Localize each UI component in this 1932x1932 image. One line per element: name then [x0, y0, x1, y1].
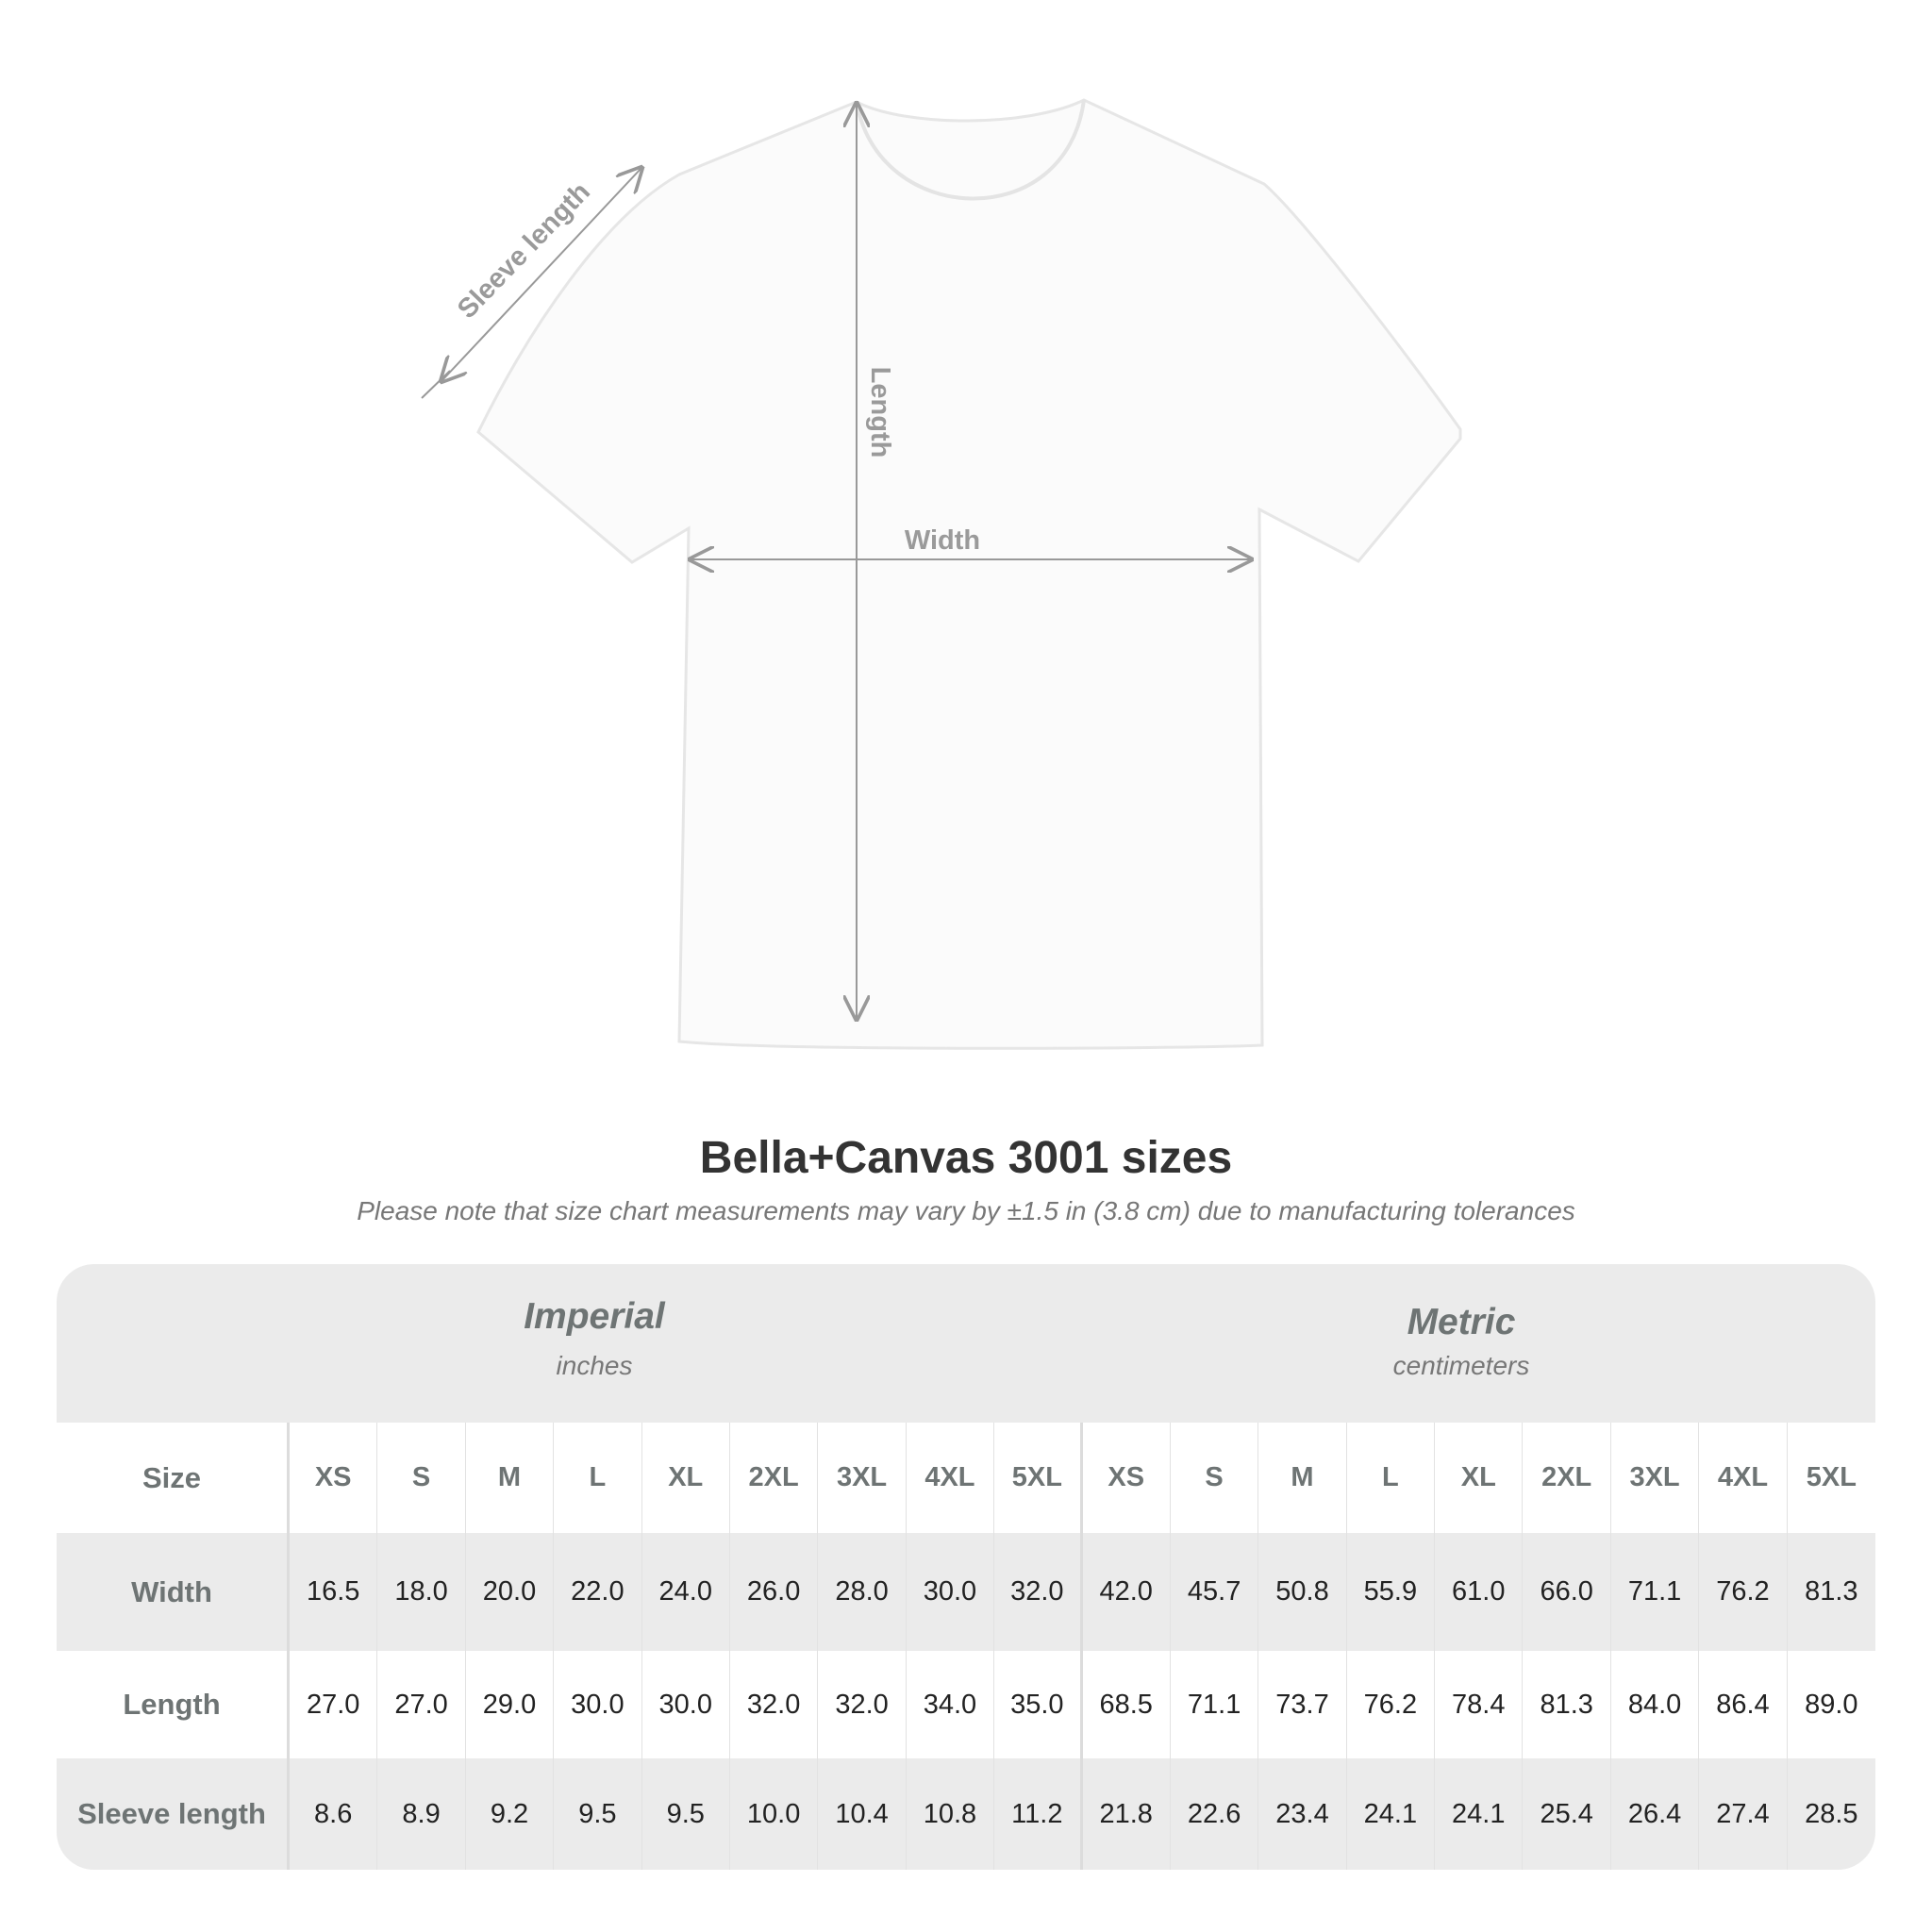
value-cell: 66.0 [1523, 1533, 1611, 1651]
size-table: Imperial inches Metric centimeters Size X… [57, 1264, 1875, 1870]
value-cell: 45.7 [1171, 1533, 1259, 1651]
value-cell: 28.0 [818, 1533, 907, 1651]
value-cell: 11.2 [994, 1758, 1083, 1870]
value-cell: 24.0 [642, 1533, 730, 1651]
value-cell: 25.4 [1523, 1758, 1611, 1870]
value-cell: 27.0 [377, 1651, 466, 1758]
imperial-unit: inches [556, 1351, 633, 1380]
value-cell: 8.9 [377, 1758, 466, 1870]
value-cell: 30.0 [642, 1651, 730, 1758]
imperial-title: Imperial [524, 1296, 665, 1337]
value-cell: 21.8 [1083, 1758, 1171, 1870]
size-header-cell: L [554, 1423, 642, 1533]
size-header-cell: XS [1083, 1423, 1171, 1533]
value-cell: 10.0 [730, 1758, 819, 1870]
value-cell: 9.2 [466, 1758, 555, 1870]
value-cell: 68.5 [1083, 1651, 1171, 1758]
value-cell: 32.0 [994, 1533, 1083, 1651]
value-cell: 9.5 [554, 1758, 642, 1870]
row-label: Width [57, 1533, 290, 1651]
unit-header: Imperial inches Metric centimeters [57, 1264, 1875, 1423]
size-header-cell: M [466, 1423, 555, 1533]
size-header-cell: 2XL [730, 1423, 819, 1533]
value-cell: 71.1 [1611, 1533, 1700, 1651]
value-cell: 23.4 [1258, 1758, 1347, 1870]
value-cell: 22.0 [554, 1533, 642, 1651]
value-cell: 76.2 [1699, 1533, 1788, 1651]
width-label: Width [905, 525, 980, 556]
value-cell: 76.2 [1347, 1651, 1436, 1758]
row-label: Length [57, 1651, 290, 1758]
value-cell: 61.0 [1435, 1533, 1524, 1651]
value-cell: 86.4 [1699, 1651, 1788, 1758]
imperial-header: Imperial inches [311, 1296, 877, 1381]
value-cell: 32.0 [818, 1651, 907, 1758]
value-cell: 42.0 [1083, 1533, 1171, 1651]
size-header-cell: XS [290, 1423, 378, 1533]
sleeve-tick [421, 370, 451, 399]
value-cell: 30.0 [554, 1651, 642, 1758]
value-cell: 73.7 [1258, 1651, 1347, 1758]
value-cell: 78.4 [1435, 1651, 1524, 1758]
value-cell: 26.4 [1611, 1758, 1700, 1870]
length-label: Length [865, 367, 895, 458]
size-header-cell: XL [1435, 1423, 1524, 1533]
size-header-cell: 3XL [1611, 1423, 1700, 1533]
tolerance-note: Please note that size chart measurements… [357, 1196, 1575, 1225]
value-cell: 89.0 [1805, 1689, 1858, 1720]
value-cell: 27.4 [1699, 1758, 1788, 1870]
size-header-cell: 2XL [1523, 1423, 1611, 1533]
value-cell: 9.5 [642, 1758, 730, 1870]
value-cell: 20.0 [466, 1533, 555, 1651]
value-cell: 55.9 [1347, 1533, 1436, 1651]
size-header-cell: 5XL [1806, 1462, 1857, 1492]
value-cell: 24.1 [1435, 1758, 1524, 1870]
size-header-cell: S [377, 1423, 466, 1533]
value-cell: 10.4 [818, 1758, 907, 1870]
size-header-cell: 4XL [907, 1423, 995, 1533]
row-label: Sleeve length [57, 1758, 290, 1870]
metric-header: Metric centimeters [1178, 1302, 1744, 1381]
size-header-cell: M [1258, 1423, 1347, 1533]
table-row: Length 27.0 27.0 29.0 30.0 30.0 32.0 32.0 34.0 35… [57, 1651, 1875, 1758]
row-label: Size [57, 1423, 290, 1533]
tshirt-shape [476, 98, 1462, 1050]
sleeve-arrow [441, 168, 641, 381]
value-cell: 30.0 [907, 1533, 995, 1651]
value-cell: 22.6 [1171, 1758, 1259, 1870]
value-cell: 71.1 [1171, 1651, 1259, 1758]
value-cell: 29.0 [466, 1651, 555, 1758]
value-cell: 24.1 [1347, 1758, 1436, 1870]
metric-title: Metric [1407, 1302, 1516, 1342]
size-header-cell: S [1171, 1423, 1259, 1533]
page-title: Bella+Canvas 3001 sizes [699, 1133, 1233, 1183]
value-cell: 81.3 [1523, 1651, 1611, 1758]
value-cell: 84.0 [1611, 1651, 1700, 1758]
value-cell: 10.8 [907, 1758, 995, 1870]
size-header-cell: 4XL [1699, 1423, 1788, 1533]
value-cell: 34.0 [907, 1651, 995, 1758]
table-row: Sleeve length 8.6 8.9 9.2 9.5 9.5 10.0 10.4 10.8… [57, 1758, 1875, 1870]
value-cell: 81.3 [1805, 1576, 1858, 1607]
table-row: Width 16.5 18.0 20.0 22.0 24.0 26.0 28.0 30.0 32.… [57, 1533, 1875, 1651]
value-cell: 18.0 [377, 1533, 466, 1651]
value-cell: 16.5 [290, 1533, 378, 1651]
size-header-cell: L [1347, 1423, 1436, 1533]
value-cell: 27.0 [290, 1651, 378, 1758]
size-header-row: Size XS S M L XL 2XL 3XL 4XL 5XL XS S M L XL 2XL 3XL 4XL 5… [57, 1423, 1875, 1533]
size-header-cell: 3XL [818, 1423, 907, 1533]
collar [855, 99, 1086, 201]
value-cell: 50.8 [1258, 1533, 1347, 1651]
value-cell: 26.0 [730, 1533, 819, 1651]
size-header-cell: XL [642, 1423, 730, 1533]
value-cell: 8.6 [290, 1758, 378, 1870]
value-cell: 35.0 [994, 1651, 1083, 1758]
value-cell: 32.0 [730, 1651, 819, 1758]
tshirt-diagram: Width Length Sleeve length [421, 98, 1462, 1050]
metric-unit: centimeters [1392, 1351, 1530, 1380]
value-cell: 28.5 [1805, 1798, 1858, 1829]
size-header-cell: 5XL [994, 1423, 1083, 1533]
